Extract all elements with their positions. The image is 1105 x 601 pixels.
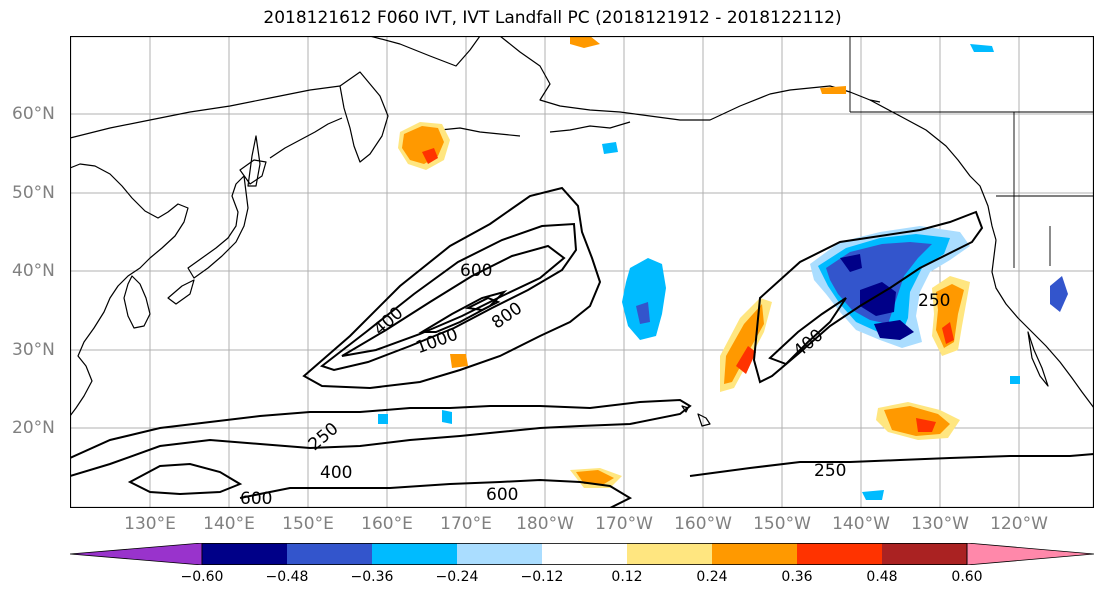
colorbar-segment [712,543,797,565]
colorbar-tick: 0.60 [951,569,983,585]
colorbar-tick: −0.48 [265,569,309,585]
colorbar-segment [882,543,967,565]
lat-label: 50°N [12,183,55,203]
colorbar-tick: −0.24 [435,569,479,585]
colorbar-tick: −0.60 [180,569,224,585]
lon-label: 120°W [990,514,1048,534]
contour-label: 250 [305,419,343,455]
contour-label: 250 [918,291,950,311]
colorbar-tick: 0.36 [781,569,813,585]
colorbar-tick: 0.48 [866,569,898,585]
contour-label: 400 [320,463,352,483]
lon-label: 170°W [595,514,653,534]
colorbar-extend-high [966,543,1094,565]
colorbar-segment [627,543,712,565]
colorbar-tick: 0.24 [696,569,728,585]
lon-label: 140°E [203,514,255,534]
lat-label: 60°N [12,104,55,124]
contour-label: 1000 [413,325,460,359]
lon-label: 130°W [911,514,969,534]
lat-label: 40°N [12,261,55,281]
lon-label: 180°W [516,514,574,534]
political-boundaries [849,36,1094,268]
coastlines [70,36,1094,427]
lon-label: 140°W [832,514,890,534]
contour-label: 400 [370,303,407,340]
contour-label: 600 [460,261,492,281]
map-title: 2018121612 F060 IVT, IVT Landfall PC (20… [263,8,842,28]
colorbar-tick: −0.12 [520,569,564,585]
lon-label: 160°E [361,514,413,534]
colorbar-segment [372,543,457,565]
lon-label: 170°E [440,514,492,534]
colorbar-segment [202,543,287,565]
colorbar-segment [287,543,372,565]
lat-label: 20°N [12,418,55,438]
graticule [70,36,1094,508]
colorbar-extend-low [70,543,203,565]
colorbar-segment [797,543,882,565]
colorbar-tick: −0.36 [350,569,394,585]
ivt-map: 600 400 1000 800 250 400 250 400 250 600… [70,36,1094,508]
colorbar [70,543,1094,565]
contour-label: 600 [240,489,272,508]
colorbar-segment [457,543,542,565]
lon-label: 130°E [124,514,176,534]
ivt-contours [70,186,1094,508]
lat-label: 30°N [12,340,55,360]
contour-label: 600 [486,485,518,505]
lon-label: 160°W [674,514,732,534]
colorbar-segment [542,543,627,565]
map-frame [70,36,1094,508]
colorbar-tick: 0.12 [611,569,643,585]
lon-label: 150°W [753,514,811,534]
contour-label: 250 [814,461,846,481]
lon-label: 150°E [282,514,334,534]
